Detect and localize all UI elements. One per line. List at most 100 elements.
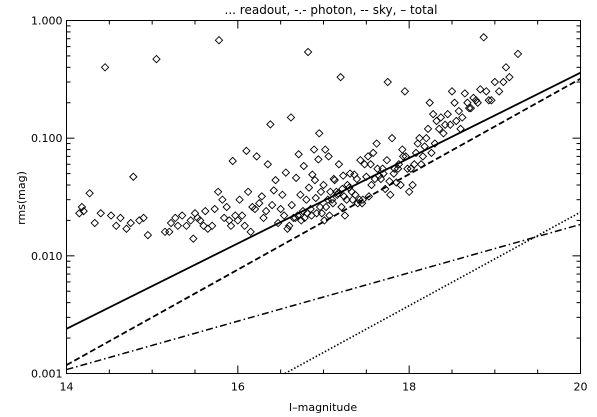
- data-point: [366, 160, 375, 169]
- data-point: [379, 169, 388, 178]
- data-point: [106, 211, 116, 220]
- axis-ticks: [66, 20, 581, 374]
- data-point: [309, 145, 319, 154]
- chart-title: ... readout, -.- photon, -- sky, – total: [225, 3, 438, 17]
- data-point: [389, 169, 398, 178]
- data-point: [299, 161, 309, 171]
- data-point: [490, 77, 500, 87]
- data-point: [394, 160, 404, 169]
- model-lines: [66, 71, 581, 375]
- y-axis-label: rms(mag): [15, 171, 28, 225]
- data-point: [338, 184, 347, 194]
- data-point: [111, 221, 121, 231]
- data-point: [393, 164, 403, 173]
- data-point: [267, 200, 277, 210]
- data-point: [447, 87, 457, 96]
- y-tick-label: 0.010: [31, 250, 63, 263]
- data-point: [458, 113, 467, 122]
- data-point: [190, 209, 200, 218]
- data-point: [423, 124, 433, 134]
- data-point: [240, 221, 249, 231]
- data-point: [286, 113, 296, 122]
- data-point: [326, 187, 335, 197]
- data-point: [415, 133, 424, 143]
- data-point: [482, 87, 491, 96]
- data-point: [252, 152, 261, 161]
- data-point: [432, 116, 441, 126]
- data-point: [398, 152, 408, 161]
- data-point: [416, 160, 426, 169]
- data-point: [261, 206, 271, 216]
- data-point: [199, 221, 208, 231]
- data-point: [334, 160, 344, 169]
- data-point: [135, 216, 144, 225]
- data-point: [333, 189, 343, 198]
- data-point: [413, 139, 422, 148]
- y-tick-label: 0.001: [31, 368, 63, 381]
- data-point: [195, 216, 205, 225]
- data-point: [143, 230, 153, 240]
- data-point: [471, 96, 481, 105]
- data-point: [460, 89, 470, 98]
- data-point: [75, 209, 84, 218]
- data-point: [367, 180, 376, 190]
- data-point: [436, 113, 446, 122]
- data-point: [193, 213, 202, 223]
- data-points: [75, 33, 523, 243]
- data-point: [456, 124, 465, 134]
- data-point: [228, 156, 237, 166]
- data-point: [443, 109, 452, 119]
- x-tick-label: 16: [231, 381, 245, 394]
- data-point: [139, 213, 148, 223]
- data-point: [271, 175, 280, 185]
- data-point: [79, 206, 88, 216]
- data-point: [171, 213, 180, 223]
- x-tick-labels: 14 16 18 20: [60, 381, 588, 394]
- data-point: [343, 180, 352, 190]
- data-point: [466, 103, 476, 113]
- data-point: [122, 224, 131, 233]
- data-point: [422, 133, 431, 143]
- data-point: [255, 198, 264, 208]
- data-point: [385, 177, 394, 186]
- data-point: [319, 180, 328, 190]
- data-point: [439, 129, 448, 138]
- data-point: [340, 211, 350, 220]
- data-point: [207, 221, 217, 231]
- data-point: [290, 213, 300, 223]
- data-point: [96, 209, 106, 218]
- data-point: [269, 186, 279, 195]
- data-point: [454, 106, 464, 116]
- data-point: [450, 98, 459, 107]
- data-point: [324, 152, 333, 161]
- model-line-dash-dot: [66, 223, 581, 371]
- data-point: [427, 148, 436, 158]
- data-point: [314, 129, 324, 138]
- data-point: [186, 216, 195, 225]
- model-line-dotted: [284, 211, 581, 375]
- data-point: [166, 218, 176, 228]
- data-point: [177, 211, 187, 220]
- data-point: [430, 139, 440, 148]
- data-point: [352, 174, 362, 184]
- data-point: [303, 47, 313, 57]
- data-point: [499, 77, 508, 87]
- data-point: [296, 216, 306, 225]
- data-point: [428, 109, 438, 119]
- data-point: [231, 211, 240, 220]
- data-point: [364, 192, 374, 201]
- data-point: [464, 103, 474, 113]
- data-point: [338, 171, 348, 180]
- data-point: [479, 33, 488, 42]
- data-point: [296, 190, 305, 200]
- data-point: [336, 72, 345, 82]
- data-point: [368, 148, 378, 158]
- data-point: [398, 145, 407, 154]
- data-point: [356, 155, 365, 165]
- data-point: [330, 175, 339, 185]
- data-point: [513, 49, 523, 59]
- data-point: [372, 139, 381, 148]
- y-tick-label: 1.000: [31, 15, 63, 28]
- data-point: [259, 213, 268, 223]
